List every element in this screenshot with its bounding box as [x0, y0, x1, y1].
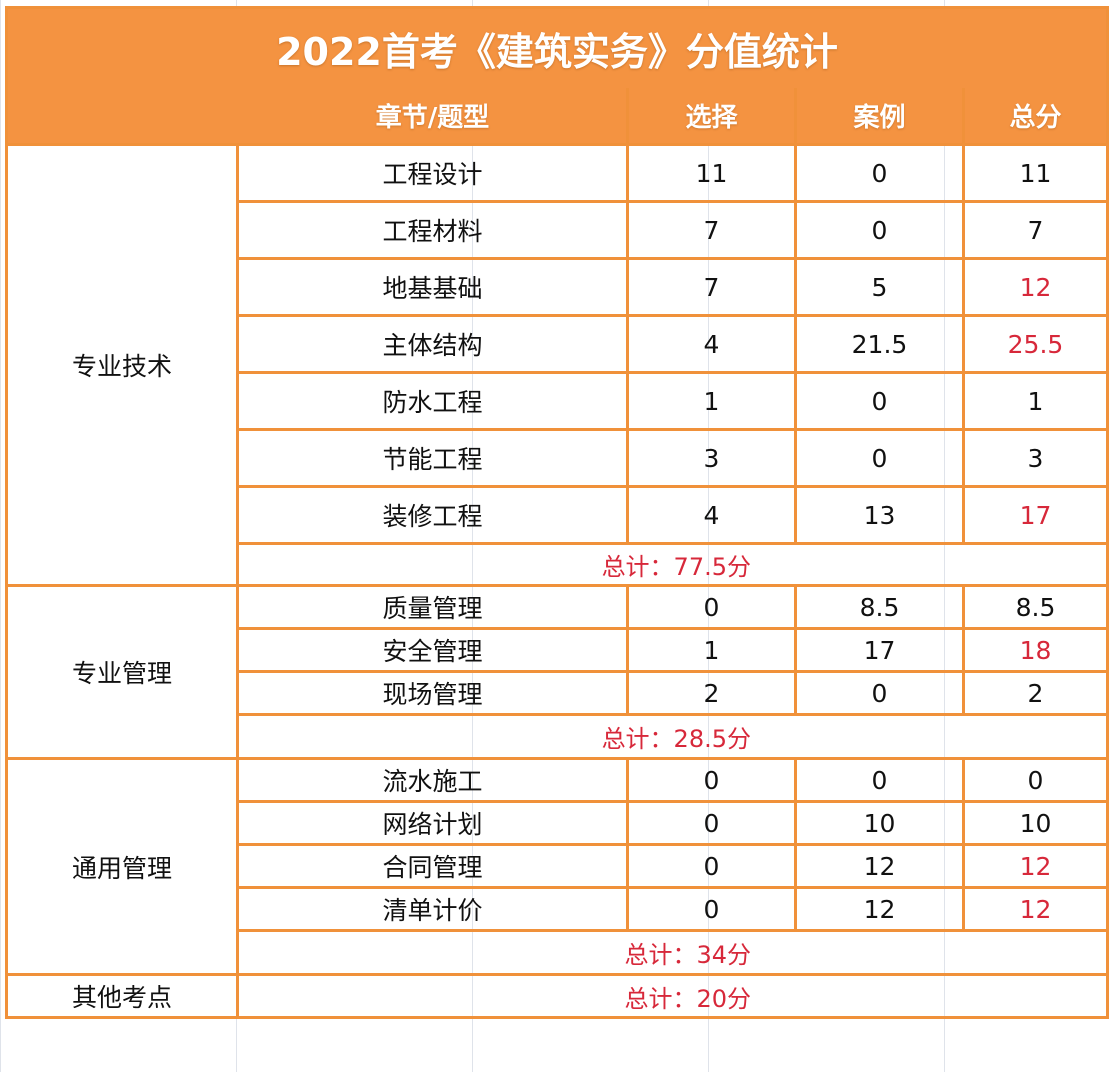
chapter-cell: 清单计价 [236, 886, 629, 932]
table-row: 其他考点 总计：20分 [5, 973, 1109, 1019]
subtotal-row: 总计：77.5分 [7, 542, 1109, 587]
total-cell-highlight: 25.5 [962, 314, 1109, 374]
table-row: 地基基础 7 5 12 [7, 257, 1109, 317]
chapter-cell: 合同管理 [236, 843, 629, 889]
case-cell: 17 [794, 627, 965, 673]
case-cell: 10 [794, 800, 965, 846]
total-cell-highlight: 12 [962, 257, 1109, 317]
choice-cell: 0 [626, 843, 797, 889]
group-label: 通用管理 [5, 757, 239, 976]
case-cell: 0 [794, 428, 965, 488]
table-row: 合同管理 0 12 12 [7, 843, 1109, 889]
chapter-cell: 现场管理 [236, 670, 629, 716]
header-chapter: 章节/题型 [236, 88, 629, 146]
chapter-cell: 流水施工 [236, 757, 629, 803]
case-cell: 0 [794, 200, 965, 260]
title-row: 2022首考《建筑实务》分值统计 [5, 6, 1109, 88]
score-table: 2022首考《建筑实务》分值统计 章节/题型 选择 案例 总分 专业技术 工程设… [5, 6, 1109, 1019]
total-cell: 1 [962, 371, 1109, 431]
table-title: 2022首考《建筑实务》分值统计 [5, 6, 1109, 88]
choice-cell: 0 [626, 886, 797, 932]
subtotal-row: 总计：34分 [7, 929, 1109, 976]
choice-cell: 4 [626, 485, 797, 545]
header-total: 总分 [962, 88, 1109, 146]
choice-cell: 1 [626, 371, 797, 431]
group-label: 专业管理 [5, 584, 239, 760]
chapter-cell: 网络计划 [236, 800, 629, 846]
header-choice: 选择 [626, 88, 797, 146]
choice-cell: 2 [626, 670, 797, 716]
score-statistics-sheet: 2022首考《建筑实务》分值统计 章节/题型 选择 案例 总分 专业技术 工程设… [5, 6, 1109, 1019]
table-row: 网络计划 0 10 10 [7, 800, 1109, 846]
group-label: 其他考点 [5, 973, 239, 1019]
choice-cell: 1 [626, 627, 797, 673]
choice-cell: 11 [626, 143, 797, 203]
chapter-cell: 防水工程 [236, 371, 629, 431]
case-cell: 13 [794, 485, 965, 545]
case-cell: 0 [794, 670, 965, 716]
case-cell: 12 [794, 886, 965, 932]
chapter-cell: 主体结构 [236, 314, 629, 374]
case-cell: 12 [794, 843, 965, 889]
choice-cell: 4 [626, 314, 797, 374]
case-cell: 5 [794, 257, 965, 317]
subtotal-cell: 总计：77.5分 [236, 542, 1109, 587]
choice-cell: 0 [626, 800, 797, 846]
table-row: 节能工程 3 0 3 [7, 428, 1109, 488]
subtotal-cell: 总计：28.5分 [236, 713, 1109, 760]
subtotal-row: 总计：28.5分 [7, 713, 1109, 760]
table-row: 安全管理 1 17 18 [7, 627, 1109, 673]
case-cell: 0 [794, 143, 965, 203]
total-cell: 2 [962, 670, 1109, 716]
table-row: 装修工程 4 13 17 [7, 485, 1109, 545]
total-cell-highlight: 17 [962, 485, 1109, 545]
total-cell: 7 [962, 200, 1109, 260]
chapter-cell: 质量管理 [236, 584, 629, 630]
case-cell: 8.5 [794, 584, 965, 630]
case-cell: 0 [794, 371, 965, 431]
total-cell: 3 [962, 428, 1109, 488]
chapter-cell: 节能工程 [236, 428, 629, 488]
total-cell-highlight: 18 [962, 627, 1109, 673]
table-row: 现场管理 2 0 2 [7, 670, 1109, 716]
choice-cell: 0 [626, 584, 797, 630]
total-cell: 8.5 [962, 584, 1109, 630]
chapter-cell: 安全管理 [236, 627, 629, 673]
chapter-cell: 装修工程 [236, 485, 629, 545]
chapter-cell: 地基基础 [236, 257, 629, 317]
subtotal-cell: 总计：34分 [236, 929, 1109, 976]
subtotal-cell: 总计：20分 [236, 973, 1109, 1019]
table-row: 防水工程 1 0 1 [7, 371, 1109, 431]
choice-cell: 3 [626, 428, 797, 488]
total-cell: 0 [962, 757, 1109, 803]
choice-cell: 7 [626, 257, 797, 317]
total-cell: 11 [962, 143, 1109, 203]
table-row: 专业管理 质量管理 0 8.5 8.5 [5, 584, 1109, 760]
case-cell: 0 [794, 757, 965, 803]
header-row: 章节/题型 选择 案例 总分 [5, 88, 1109, 146]
header-category [5, 88, 239, 146]
chapter-cell: 工程设计 [236, 143, 629, 203]
table-row: 清单计价 0 12 12 [7, 886, 1109, 932]
total-cell-highlight: 12 [962, 886, 1109, 932]
table-row: 通用管理 流水施工 0 0 0 [5, 757, 1109, 976]
table-row: 主体结构 4 21.5 25.5 [7, 314, 1109, 374]
total-cell: 10 [962, 800, 1109, 846]
table-row: 专业技术 工程设计 11 0 11 [5, 143, 1109, 587]
group-label: 专业技术 [5, 143, 239, 587]
total-cell-highlight: 12 [962, 843, 1109, 889]
chapter-cell: 工程材料 [236, 200, 629, 260]
choice-cell: 7 [626, 200, 797, 260]
case-cell: 21.5 [794, 314, 965, 374]
header-case: 案例 [794, 88, 965, 146]
table-row: 工程材料 7 0 7 [7, 200, 1109, 260]
choice-cell: 0 [626, 757, 797, 803]
